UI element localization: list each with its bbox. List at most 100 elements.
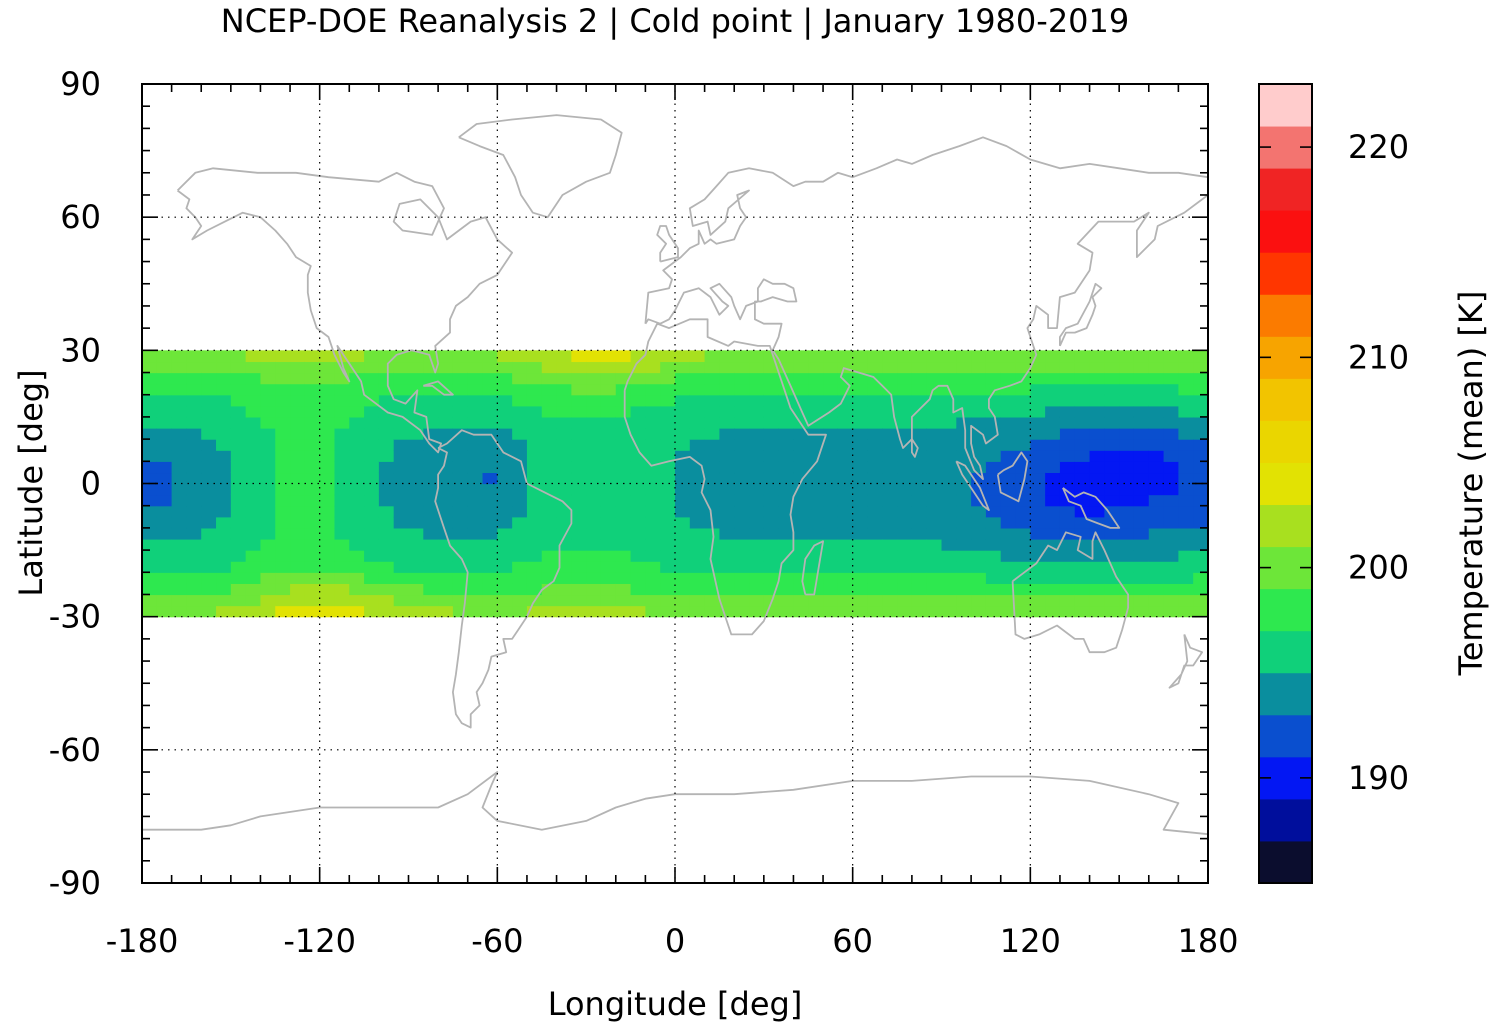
- heatmap-cell: [245, 439, 262, 451]
- heatmap-cell: [882, 572, 898, 584]
- heatmap-cell: [526, 516, 543, 529]
- heatmap-cell: [275, 583, 291, 596]
- heatmap-cell: [467, 538, 484, 551]
- heatmap-cell: [1193, 416, 1209, 429]
- heatmap-cell: [334, 527, 350, 540]
- heatmap-cell: [260, 383, 276, 396]
- heatmap-cell: [571, 394, 587, 407]
- colorbar-swatch: [1259, 798, 1312, 842]
- heatmap-cell: [171, 428, 188, 440]
- heatmap-cell: [1178, 383, 1194, 396]
- heatmap-cell: [408, 416, 424, 429]
- heatmap-cell: [911, 383, 928, 396]
- heatmap-cell: [867, 450, 883, 462]
- heatmap-cell: [230, 372, 247, 385]
- heatmap-cell: [230, 583, 247, 596]
- heatmap-cell: [290, 527, 306, 540]
- heatmap-cell: [1104, 383, 1120, 396]
- heatmap-cell: [926, 594, 943, 607]
- heatmap-cell: [926, 439, 943, 451]
- heatmap-cell: [467, 394, 484, 407]
- heatmap-cell: [823, 483, 839, 496]
- heatmap-cell: [867, 350, 883, 363]
- heatmap-cell: [1045, 405, 1061, 418]
- heatmap-cell: [452, 416, 469, 429]
- heatmap-cell: [823, 561, 839, 573]
- heatmap-cell: [349, 538, 365, 551]
- heatmap-cell: [541, 472, 558, 485]
- heatmap-cell: [275, 394, 291, 407]
- heatmap-cell: [364, 538, 380, 551]
- heatmap-cell: [867, 394, 883, 407]
- heatmap-cell: [926, 361, 943, 374]
- heatmap-cell: [1030, 372, 1046, 385]
- heatmap-cell: [971, 594, 987, 607]
- heatmap-cell: [808, 505, 824, 518]
- heatmap-cell: [1119, 483, 1135, 496]
- heatmap-cell: [675, 505, 691, 518]
- heatmap-cell: [556, 450, 572, 462]
- heatmap-cell: [793, 439, 809, 451]
- heatmap-cell: [823, 472, 839, 485]
- heatmap-cell: [675, 361, 691, 374]
- heatmap-cell: [734, 516, 750, 529]
- heatmap-cell: [201, 483, 217, 496]
- heatmap-cell: [230, 483, 247, 496]
- heatmap-cell: [156, 383, 173, 396]
- heatmap-cell: [1015, 572, 1031, 584]
- heatmap-cell: [230, 350, 247, 363]
- heatmap-cell: [526, 550, 543, 562]
- heatmap-cell: [600, 428, 617, 440]
- heatmap-cell: [556, 494, 572, 507]
- heatmap-cell: [1163, 550, 1179, 562]
- heatmap-cell: [423, 605, 439, 618]
- heatmap-cell: [334, 416, 350, 429]
- heatmap-cell: [985, 516, 1002, 529]
- heatmap-cell: [319, 383, 336, 396]
- heatmap-cell: [837, 383, 854, 396]
- colorbar-tick-label: 190: [1348, 759, 1409, 797]
- heatmap-cell: [586, 383, 602, 396]
- heatmap-cell: [719, 505, 735, 518]
- heatmap-cell: [334, 394, 350, 407]
- heatmap-cell: [852, 550, 869, 562]
- heatmap-cell: [171, 572, 188, 584]
- heatmap-cell: [971, 361, 987, 374]
- heatmap-cell: [556, 516, 572, 529]
- heatmap-cell: [956, 527, 972, 540]
- heatmap-cell: [571, 372, 587, 385]
- heatmap-cell: [1119, 350, 1135, 363]
- heatmap-cell: [1045, 472, 1061, 485]
- heatmap-cell: [1059, 472, 1076, 485]
- colorbar-swatch: [1259, 672, 1312, 716]
- heatmap-cell: [260, 605, 276, 618]
- heatmap-cell: [1030, 450, 1046, 462]
- heatmap-cell: [941, 494, 957, 507]
- heatmap-cell: [1000, 572, 1017, 584]
- heatmap-cell: [1178, 416, 1194, 429]
- y-tick-label: 30: [60, 331, 101, 369]
- heatmap-cell: [956, 538, 972, 551]
- heatmap-cell: [600, 516, 617, 529]
- heatmap-cell: [763, 538, 780, 551]
- heatmap-cell: [230, 605, 247, 618]
- heatmap-cell: [763, 383, 780, 396]
- heatmap-cell: [985, 605, 1002, 618]
- heatmap-cell: [171, 561, 188, 573]
- heatmap-cell: [260, 561, 276, 573]
- heatmap-cell: [1089, 572, 1105, 584]
- heatmap-cell: [882, 394, 898, 407]
- heatmap-cell: [1178, 605, 1194, 618]
- heatmap-cell: [290, 550, 306, 562]
- heatmap-cell: [408, 383, 424, 396]
- heatmap-cell: [378, 461, 395, 474]
- heatmap-cell: [142, 461, 158, 474]
- heatmap-cell: [1148, 605, 1165, 618]
- heatmap-cell: [541, 594, 558, 607]
- heatmap-cell: [275, 350, 291, 363]
- heatmap-cell: [497, 494, 513, 507]
- heatmap-cell: [897, 350, 913, 363]
- heatmap-cell: [897, 516, 913, 529]
- heatmap-cell: [556, 472, 572, 485]
- heatmap-cell: [852, 428, 869, 440]
